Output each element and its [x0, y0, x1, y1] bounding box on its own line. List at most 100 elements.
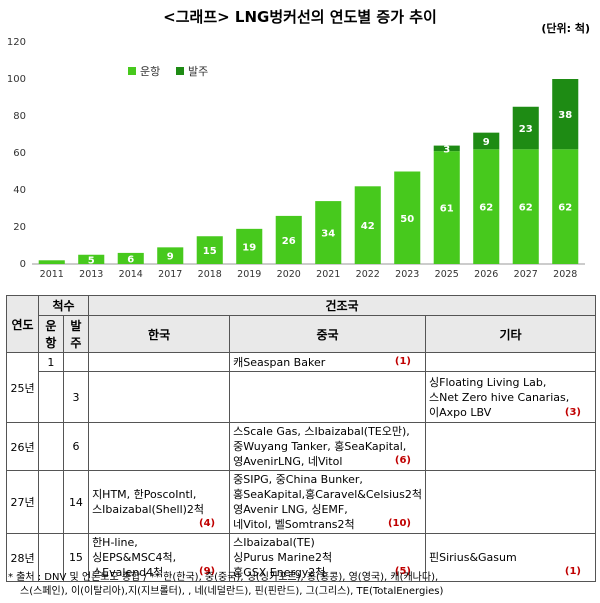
data-label: 6 [127, 254, 134, 265]
ship-line: 싱Floating Living Lab, [429, 375, 547, 389]
data-label: 42 [361, 221, 375, 232]
ordered-cell: 3 [62, 371, 90, 423]
y-tick-label: 80 [13, 111, 26, 122]
ordered-cell: 15 [62, 533, 90, 582]
empty-cell [425, 470, 596, 534]
bar-operating [157, 247, 184, 264]
y-tick-label: 0 [20, 259, 26, 270]
table-row: 25년 1 캐Seaspan Baker (1) [5, 352, 596, 423]
year-cell: 28년 [5, 533, 40, 582]
ship-line: 홍SeaKapital,홍Caravel&Celsius2척 [233, 488, 422, 501]
data-label: 26 [282, 236, 296, 247]
ship-line: 지HTM, 한PoscoIntl, [92, 488, 197, 501]
count-label: (5) [394, 566, 411, 577]
page-title: <그래프> LNG벙커선의 연도별 증가 추이 [163, 8, 437, 26]
bar-operating [512, 149, 539, 264]
x-tick-label: 2025 [435, 269, 459, 280]
x-tick-label: 2028 [553, 269, 577, 280]
empty-cell [62, 352, 90, 372]
unit-label: (단위: 척) [541, 22, 590, 35]
lng-bunker-table: 연도 척수 건조국 운항 발주 한국 중국 기타 25년 1 캐Seaspan … [5, 295, 596, 582]
x-tick-label: 2027 [514, 269, 538, 280]
bar-ordered [473, 132, 500, 150]
bar-operating [38, 260, 65, 264]
year-cell: 27년 [5, 470, 40, 534]
bar-operating [236, 228, 263, 264]
empty-cell [38, 422, 64, 471]
header-other: 기타 [425, 315, 596, 353]
year-cell: 26년 [5, 422, 40, 471]
bar-chart: 0 20 40 60 80 100 120 2011 5 2013 6 2014 9 2017 15 2018… [7, 37, 585, 280]
y-tick-label: 120 [7, 37, 26, 48]
data-label: 62 [519, 203, 533, 214]
header-year: 연도 [5, 295, 40, 353]
header-korea: 한국 [88, 315, 231, 353]
bar-operating [394, 171, 421, 264]
ship-line: 스Ibaizabal(TE) [233, 536, 315, 549]
ship-line: 핀Sirius&Gasum [429, 551, 517, 564]
ordered-cell: 14 [62, 470, 90, 534]
ship-line: 네Vitol, 벨Somtrans2척 [233, 518, 355, 531]
empty-cell [425, 352, 596, 372]
header-build-country: 건조국 [88, 295, 596, 316]
empty-cell [229, 371, 426, 423]
ship-line: 한H-line, [92, 536, 138, 549]
x-tick-label: 2026 [474, 269, 498, 280]
data-label: 15 [203, 246, 217, 257]
y-tick-label: 20 [13, 222, 26, 233]
count-label: (6) [394, 455, 411, 466]
korea-cell: 지HTM, 한PoscoIntl, 스Ibaizabal(Shell)2척 (4) [88, 470, 231, 534]
table-row: 26년 6 스Scale Gas, 스Ibaizabal(TE오만), 중Wuya… [5, 422, 596, 471]
x-tick-label: 2017 [158, 269, 182, 280]
ship-line: 캐Seaspan Baker [233, 355, 326, 369]
legend-label: 발주 [188, 65, 208, 78]
year-cell: 25년 [5, 352, 40, 423]
china-cell: 중SIPG, 중China Bunker, 홍SeaKapital,홍Carave… [229, 470, 426, 534]
china-cell: 캐Seaspan Baker (1) [229, 352, 426, 372]
legend-swatch [176, 67, 184, 75]
ship-line: 스Net Zero hive Canarias, [429, 390, 570, 404]
other-cell: 핀Sirius&Gasum (1) [425, 533, 596, 582]
data-label: 50 [400, 214, 414, 225]
ship-line: 영Avenir LNG, 싱EMF, [233, 503, 348, 516]
y-tick-label: 100 [7, 74, 26, 85]
ship-line: 영AvenirLNG, 네Vitol [233, 455, 343, 468]
ship-line: 스Evalend4척 [92, 566, 164, 579]
header-count: 척수 [38, 295, 90, 316]
count-label: (10) [387, 518, 411, 529]
data-label: 61 [440, 204, 454, 215]
ordered-cell: 6 [62, 422, 90, 471]
bar-operating [552, 149, 579, 264]
other-cell: 싱Floating Living Lab, 스Net Zero hive Cana… [425, 371, 596, 423]
bar-operating [275, 215, 302, 264]
china-cell: 스Ibaizabal(TE) 싱Purus Marine2척 홍GSX Energy… [229, 533, 426, 582]
bar-ordered [552, 79, 579, 150]
empty-cell [425, 422, 596, 471]
ship-line: 이Axpo LBV [429, 405, 492, 419]
legend-swatch [128, 67, 136, 75]
bar-operating [433, 151, 460, 264]
korea-cell: 한H-line, 싱EPS&MSC4척, 스Evalend4척 (9) [88, 533, 231, 582]
y-tick-label: 40 [13, 185, 26, 196]
bar-operating [196, 236, 223, 264]
x-tick-label: 2014 [119, 269, 143, 280]
data-label: 5 [88, 255, 95, 266]
footnote: * 출처 : DNV 및 언론보도 종합 / ** 한(한국), 중(중국), … [8, 571, 596, 599]
count-label: (9) [199, 566, 216, 577]
legend-label: 운항 [140, 65, 160, 78]
data-label: 9 [167, 252, 174, 263]
header-operating: 운항 [38, 315, 64, 353]
bar-operating [117, 252, 144, 264]
header-ordered: 발주 [62, 315, 90, 353]
ship-line: 중Wuyang Tanker, 홍SeaKapital, [233, 440, 407, 453]
x-tick-label: 2022 [356, 269, 380, 280]
table-row: 28년 15 한H-line, 싱EPS&MSC4척, 스Evalend4척 (9) … [5, 533, 596, 582]
ship-line: 싱EPS&MSC4척, [92, 551, 177, 564]
x-tick-label: 2020 [277, 269, 301, 280]
data-label: 3 [443, 144, 450, 155]
operating-cell: 1 [38, 352, 64, 372]
empty-cell [88, 352, 231, 372]
empty-cell [88, 371, 231, 423]
data-label: 19 [242, 242, 256, 253]
bar-operating [315, 201, 342, 264]
